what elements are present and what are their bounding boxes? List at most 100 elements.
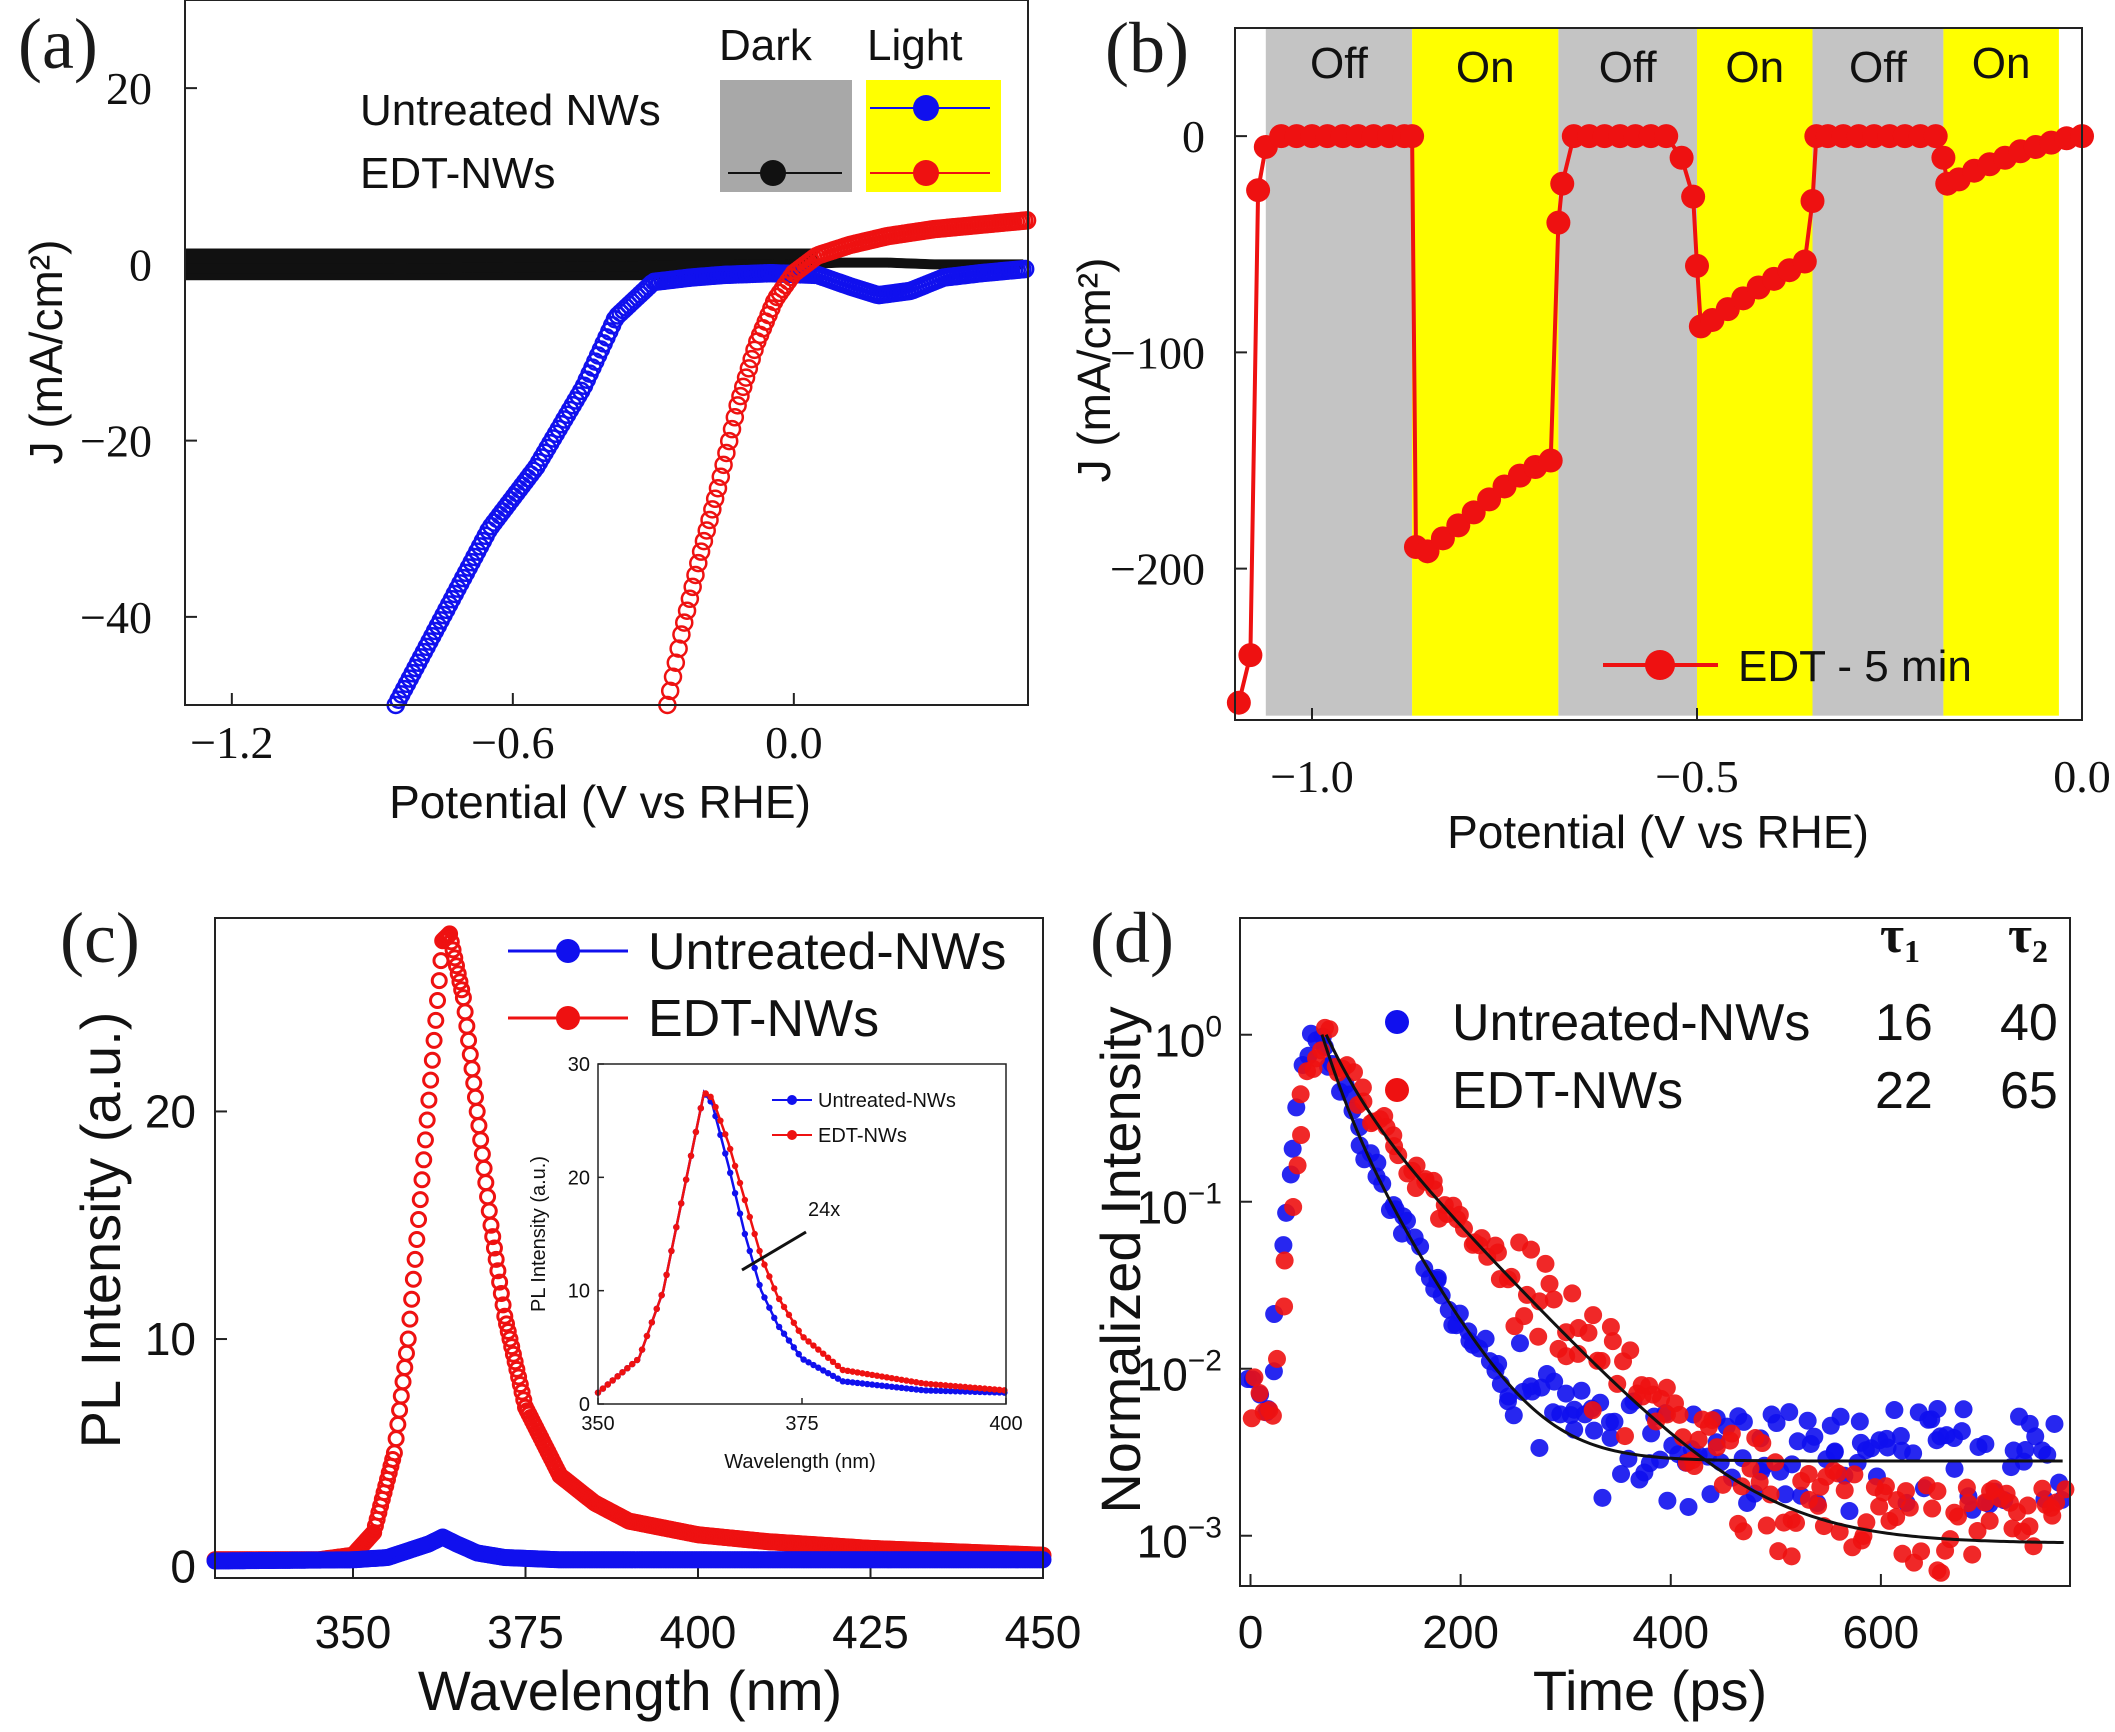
edt-trpl-point <box>1529 1327 1548 1346</box>
edt-trpl-point <box>1657 1378 1676 1397</box>
panel-d: (d) 0 200 400 600 100 10−1 10−2 10−3 Tim… <box>1089 898 2075 1722</box>
edt-point <box>705 489 725 509</box>
untreated-trpl-point <box>1545 1372 1564 1391</box>
panel-c-x-axis-label: Wavelength (nm) <box>418 1659 842 1722</box>
edt-pl-point <box>401 1310 419 1328</box>
edt-point <box>728 396 747 415</box>
edt-point <box>725 408 745 427</box>
inset-untreated-point <box>849 1379 856 1386</box>
edt-trpl-point <box>1245 1368 1264 1387</box>
panel-d-y-ticks: 100 10−1 10−2 10−3 <box>1137 1011 1222 1568</box>
inset-untreated-point <box>829 1372 837 1380</box>
untreated-trpl-point <box>1601 1428 1620 1447</box>
legend-d-untreated-tau2: 40 <box>2000 994 2058 1052</box>
inset-untreated-point <box>908 1385 915 1393</box>
inset-edt-point <box>673 1224 680 1231</box>
inset-edt-point <box>751 1230 758 1238</box>
untreated-trpl-point <box>1476 1329 1495 1348</box>
inset-untreated-point <box>962 1388 969 1395</box>
edt-trpl-point <box>1782 1547 1801 1566</box>
edt-trpl-point <box>1959 1494 1978 1513</box>
inset-edt-point <box>780 1303 788 1311</box>
untreated-trpl-point <box>2016 1441 2035 1460</box>
edt-trpl-point <box>2020 1517 2039 1536</box>
untreated-trpl-point <box>1711 1453 1730 1472</box>
panel-b: (b) Off On Off On Off On −1.0 −0.5 0.0 0… <box>1068 8 2111 858</box>
untreated-trpl-point <box>1274 1236 1293 1255</box>
panel-c-y-tick: 10 <box>145 1313 196 1365</box>
band-on <box>1697 28 1813 716</box>
edt5-point <box>1681 184 1706 209</box>
edt-trpl-point <box>1787 1513 1806 1532</box>
panel-a-letter: (a) <box>18 4 98 84</box>
panel-a-y-axis-label: J (mA/cm²) <box>20 240 72 465</box>
band-label-on: On <box>1456 43 1515 92</box>
inset-untreated-point <box>883 1383 891 1390</box>
inset-edt-point <box>736 1179 744 1187</box>
inset-edt-point <box>643 1332 651 1340</box>
edt-pl-point <box>418 1111 436 1129</box>
edt5-point <box>1800 189 1825 213</box>
panel-c-x-ticks: 350 375 400 425 450 <box>315 1606 1082 1658</box>
inset-legend-untreated-label: Untreated-NWs <box>818 1090 956 1112</box>
panel-a-x-tick: −0.6 <box>471 717 554 768</box>
edt-trpl-point <box>1876 1477 1895 1496</box>
panel-c-y-ticks: 0 10 20 <box>145 1085 196 1592</box>
inset-y-tick: 30 <box>568 1054 590 1076</box>
legend-d-edt-marker <box>1385 1078 1409 1102</box>
untreated-trpl-point <box>1510 1334 1529 1353</box>
edt-point <box>734 377 753 397</box>
edt-trpl-point <box>1284 1198 1303 1217</box>
edt-trpl-point <box>1948 1507 1967 1526</box>
untreated-trpl-point <box>1954 1400 1973 1419</box>
inset-edt-point <box>834 1362 842 1370</box>
edt-trpl-point <box>2033 1479 2052 1498</box>
edt5-point <box>1923 124 1948 149</box>
inset-edt-point <box>682 1176 690 1183</box>
edt-trpl-point <box>1603 1332 1622 1351</box>
edt-point <box>680 589 700 609</box>
edt-pl-point <box>441 925 459 943</box>
inset-untreated-point <box>932 1387 940 1394</box>
inset-edt-point <box>878 1373 886 1380</box>
inset-untreated-point <box>834 1375 842 1382</box>
panel-c-y-tick: 0 <box>170 1541 196 1593</box>
legend-c-edt-marker <box>556 1006 580 1030</box>
panel-d-frame <box>1239 917 2071 1587</box>
inset-edt-point <box>599 1385 607 1392</box>
inset-untreated-point <box>844 1378 851 1386</box>
inset-untreated-point <box>726 1169 734 1177</box>
edt-trpl-point <box>1957 1478 1976 1497</box>
inset-untreated-point <box>917 1386 925 1394</box>
inset-edt-point <box>629 1360 636 1368</box>
panel-d-plot-area <box>1238 1018 2075 1586</box>
edt-pl-point <box>485 1239 503 1257</box>
edt-point <box>714 455 733 475</box>
panel-b-x-tick: −0.5 <box>1655 751 1738 802</box>
legend-row-untreated: Untreated NWs <box>360 86 661 135</box>
edt-point <box>731 386 750 406</box>
inset-untreated-point <box>795 1350 802 1358</box>
untreated-trpl-point <box>1840 1502 1859 1521</box>
edt-pl-point <box>470 1117 488 1135</box>
edt-pl-point <box>416 1131 434 1149</box>
edt-trpl-point <box>1288 1156 1307 1175</box>
untreated-trpl-point <box>1504 1406 1523 1425</box>
edt5-point <box>1538 448 1563 473</box>
edt-trpl-point <box>1320 1020 1339 1039</box>
inset-edt-point <box>883 1374 891 1381</box>
untreated-trpl-point <box>1572 1381 1591 1400</box>
inset-edt-point <box>829 1358 837 1366</box>
edt-point <box>691 542 711 561</box>
untreated-trpl-point <box>1593 1488 1612 1507</box>
edt-trpl-point <box>1536 1254 1555 1273</box>
legend-d-untreated-marker <box>1385 1010 1409 1034</box>
edt-trpl-point <box>1799 1465 1818 1484</box>
inset-untreated-point <box>927 1387 935 1394</box>
panel-d-x-ticks: 0 200 400 600 <box>1238 1606 1920 1658</box>
panel-c-frame <box>214 917 1044 1579</box>
inset-edt-point <box>844 1367 851 1375</box>
edt-pl-point <box>479 1188 497 1206</box>
panel-a-x-axis-label: Potential (V vs RHE) <box>389 776 811 828</box>
